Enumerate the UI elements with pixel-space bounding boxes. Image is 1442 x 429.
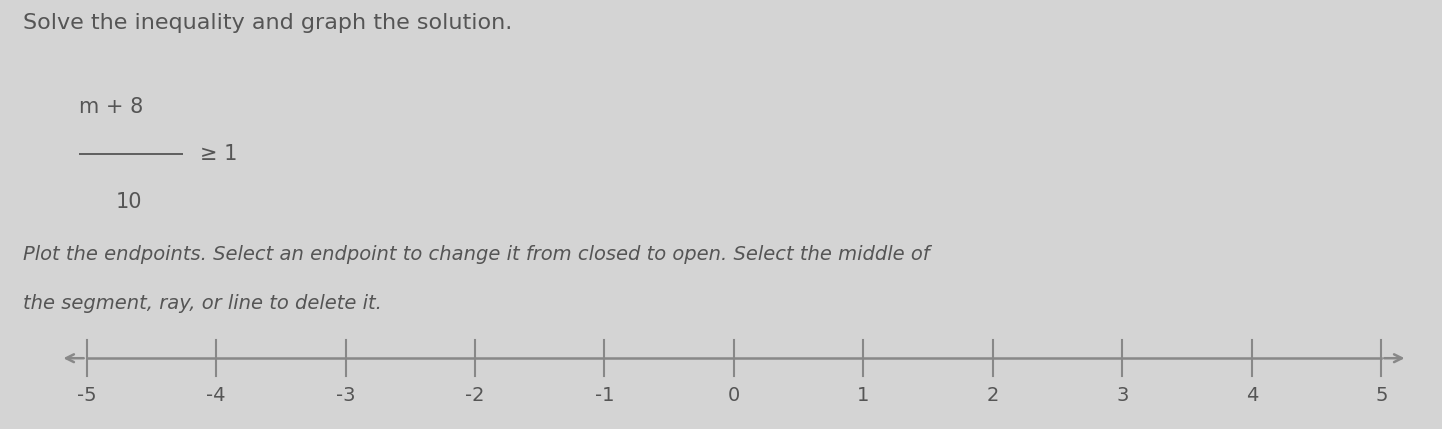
Text: 1: 1 (858, 386, 870, 405)
Text: 4: 4 (1246, 386, 1257, 405)
Text: ≥ 1: ≥ 1 (200, 145, 238, 164)
Text: -1: -1 (594, 386, 614, 405)
Text: -2: -2 (466, 386, 485, 405)
Text: 10: 10 (115, 192, 143, 211)
Text: -3: -3 (336, 386, 355, 405)
Text: 0: 0 (728, 386, 740, 405)
Text: -5: -5 (76, 386, 97, 405)
Text: 5: 5 (1376, 386, 1387, 405)
Text: -4: -4 (206, 386, 226, 405)
Text: Plot the endpoints. Select an endpoint to change it from closed to open. Select : Plot the endpoints. Select an endpoint t… (23, 245, 930, 263)
Text: 2: 2 (986, 386, 999, 405)
Text: Solve the inequality and graph the solution.: Solve the inequality and graph the solut… (23, 13, 512, 33)
Text: 3: 3 (1116, 386, 1129, 405)
Text: m + 8: m + 8 (79, 97, 144, 117)
Text: the segment, ray, or line to delete it.: the segment, ray, or line to delete it. (23, 294, 382, 313)
